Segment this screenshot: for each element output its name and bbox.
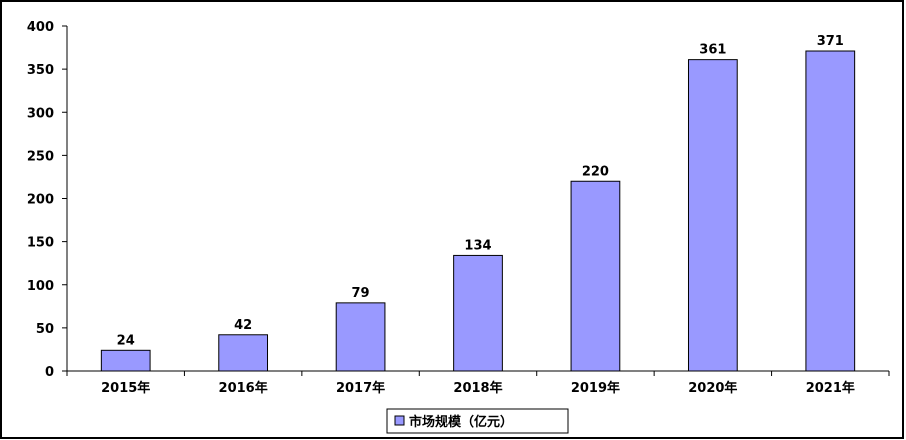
bar-2015年 (100, 349, 151, 372)
data-labels: 24 42 79 134 220 361 371 (117, 34, 844, 348)
bar-2018年 (453, 254, 503, 372)
x-tick-label: 2017年 (336, 380, 385, 396)
data-label: 24 (117, 333, 135, 348)
legend-box (386, 408, 569, 434)
y-tick-label: 400 (27, 20, 54, 35)
x-tick-label: 2016年 (219, 380, 268, 396)
y-tick-label: 250 (27, 149, 54, 164)
data-label: 79 (352, 286, 370, 301)
bar-2020年 (687, 59, 738, 372)
legend: 市场规模（亿元） (386, 408, 569, 434)
data-label: 220 (582, 164, 609, 179)
bar-2017年 (335, 302, 386, 372)
y-tick-label: 300 (27, 106, 54, 121)
x-tick-label: 2021年 (806, 380, 855, 396)
data-label: 371 (817, 34, 844, 49)
x-tick-label: 2020年 (688, 380, 737, 396)
bar-series (100, 50, 856, 372)
y-tick-label: 100 (27, 279, 54, 294)
legend-label: 市场规模（亿元） (409, 414, 513, 430)
y-tick-label: 350 (27, 63, 54, 78)
x-tick-label: 2018年 (453, 380, 502, 396)
y-tick-label: 200 (27, 193, 54, 208)
bar-2021年 (805, 50, 856, 372)
legend-swatch (394, 415, 405, 426)
data-label: 134 (464, 238, 491, 253)
data-label: 361 (699, 43, 726, 58)
y-tick-label: 0 (45, 365, 54, 380)
y-axis: 0 50 100 150 200 250 300 350 400 (27, 20, 68, 380)
x-tick-label: 2015年 (101, 380, 150, 396)
bar-2016年 (218, 334, 269, 372)
bar-2019年 (570, 180, 621, 372)
data-label: 42 (234, 318, 252, 333)
y-tick-label: 50 (36, 322, 54, 337)
x-tick-label: 2019年 (571, 380, 620, 396)
y-tick-label: 150 (27, 236, 54, 251)
